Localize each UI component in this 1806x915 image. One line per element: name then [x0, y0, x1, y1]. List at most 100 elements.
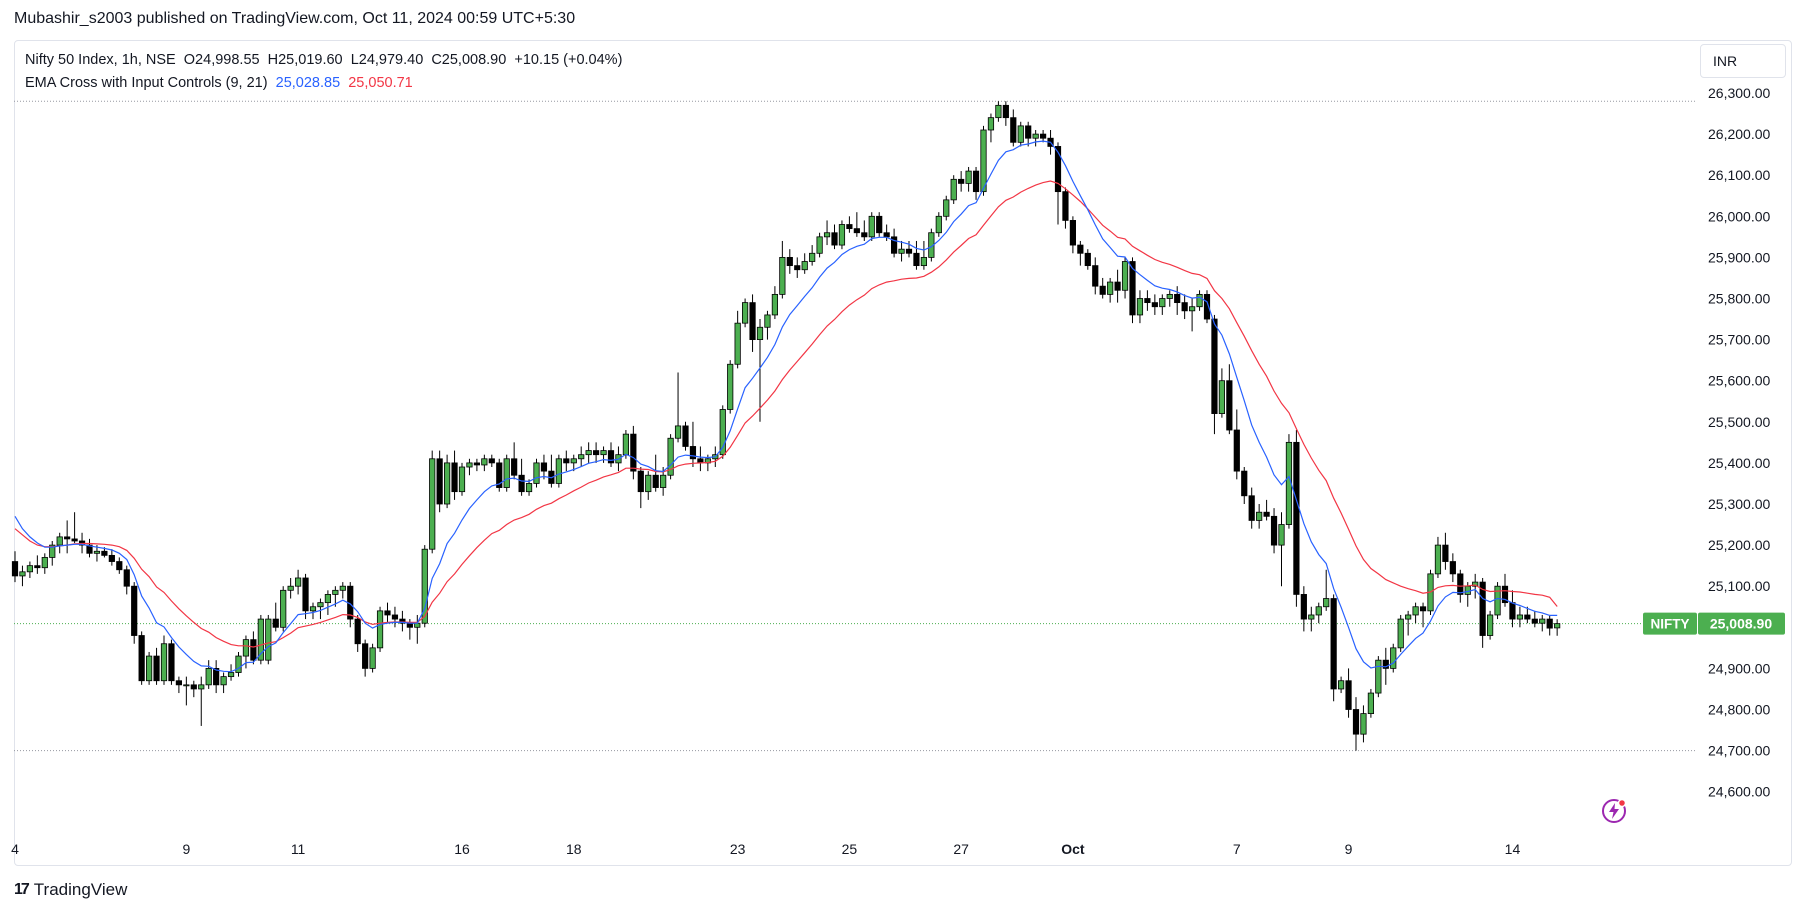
candle-body [1323, 598, 1330, 608]
candle-body [1084, 252, 1091, 267]
candle-body [317, 602, 324, 608]
candle [1360, 705, 1367, 743]
candle [466, 458, 473, 476]
candle-body [272, 618, 279, 628]
candle-body [1434, 544, 1442, 575]
candle [362, 639, 369, 677]
candle [287, 577, 294, 599]
candle [1226, 364, 1233, 435]
candle [1494, 582, 1501, 620]
tradingview-logo-icon: 17 [14, 881, 30, 898]
candle-body [1092, 265, 1099, 287]
candle [153, 647, 160, 685]
symbol-label[interactable]: Nifty 50 Index, 1h, NSE [25, 52, 176, 68]
candle [1233, 409, 1240, 480]
candle [1114, 269, 1121, 303]
candle-body [1263, 511, 1270, 517]
candle [972, 166, 980, 200]
candle [1032, 129, 1039, 147]
candle-body [652, 474, 659, 488]
candle [525, 479, 533, 496]
candle [689, 421, 697, 468]
candle [1419, 602, 1427, 628]
candle [1405, 610, 1412, 636]
candle-body [496, 462, 503, 488]
candle [272, 602, 279, 632]
ema-fast-value: 25,028.85 [275, 75, 341, 91]
candle [533, 458, 540, 488]
candle [1531, 610, 1538, 628]
candle [652, 454, 659, 492]
candle [1159, 294, 1166, 315]
candle [1375, 656, 1382, 698]
candle [1472, 573, 1479, 599]
candle-body [1315, 606, 1322, 616]
candle-body [257, 618, 264, 661]
candle-body [190, 684, 197, 690]
y-tick-label: 25,300.00 [1708, 496, 1770, 512]
currency-button[interactable]: INR [1700, 44, 1786, 78]
indicator-label[interactable]: EMA Cross with Input Controls (9, 21) [25, 75, 268, 91]
candle-body [287, 585, 294, 591]
candle [1516, 606, 1523, 628]
candle-body [443, 462, 451, 505]
candle [1069, 216, 1076, 254]
x-tick-label: 25 [842, 841, 858, 857]
candle [1010, 109, 1017, 147]
x-tick-label: 18 [566, 841, 582, 857]
candle-body [391, 614, 399, 620]
candle-body [995, 104, 1002, 119]
candle [11, 551, 19, 583]
candle-body [436, 458, 443, 505]
price-tag-symbol: NIFTY [1651, 617, 1690, 632]
x-tick-label: 4 [11, 841, 19, 857]
candle [719, 405, 726, 459]
candle [1270, 508, 1278, 554]
candle-body [1546, 618, 1553, 629]
candle-body [846, 224, 853, 230]
x-tick-label: 7 [1233, 841, 1241, 857]
candle-body [734, 322, 741, 365]
ema-slow-line [14, 180, 1558, 648]
candle-body [831, 232, 838, 246]
candle-body [913, 252, 920, 267]
candle [49, 540, 56, 566]
candle-body [585, 450, 592, 456]
lightning-alert-icon[interactable] [1600, 797, 1628, 825]
price-tag-value: 25,008.90 [1710, 616, 1772, 632]
candle-body [168, 643, 175, 682]
candle-body [600, 450, 607, 456]
candle-body [362, 643, 369, 669]
candle-body [354, 618, 361, 645]
candle-body [458, 466, 466, 493]
candle [1144, 290, 1151, 311]
candle [1293, 430, 1300, 607]
candle-body [1375, 659, 1382, 694]
candle-body [481, 458, 488, 466]
candle-body [1419, 606, 1427, 612]
candle-body [1159, 298, 1166, 308]
candle [1330, 594, 1337, 702]
candle-body [987, 117, 995, 131]
candle-body [1040, 133, 1047, 139]
candle [1412, 602, 1419, 624]
candle [771, 286, 779, 320]
y-tick-label: 24,600.00 [1708, 784, 1770, 800]
candle-body [183, 684, 190, 687]
candle-body [19, 571, 26, 577]
candle [950, 175, 957, 204]
candle-body [108, 554, 115, 562]
candle [1017, 121, 1024, 147]
candle [354, 614, 361, 652]
candle [846, 216, 853, 233]
candle-body [160, 643, 168, 682]
brand-name: TradingView [33, 880, 128, 899]
candle [280, 586, 287, 632]
candle-body [1531, 618, 1538, 624]
candle-body [1077, 244, 1084, 254]
candle [257, 614, 264, 665]
candle [630, 425, 637, 480]
candle [1397, 614, 1404, 652]
candle [436, 450, 443, 513]
